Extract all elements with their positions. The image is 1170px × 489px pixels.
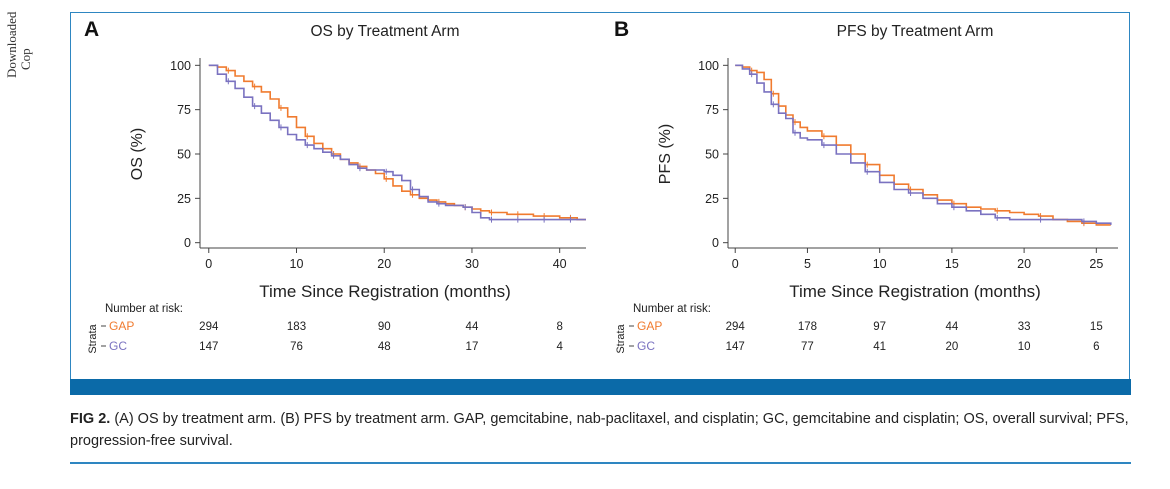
y-tick-label: 100 bbox=[698, 59, 719, 73]
bottom-rule bbox=[70, 462, 1131, 464]
y-tick-label: 75 bbox=[705, 103, 719, 117]
risk-row-name-gap: GAP bbox=[109, 319, 134, 333]
panel-label: A bbox=[84, 18, 99, 41]
risk-value: 97 bbox=[873, 321, 886, 333]
risk-table-strata-label: Strata bbox=[615, 323, 627, 353]
x-axis-label: Time Since Registration (months) bbox=[789, 282, 1041, 301]
risk-row-name-gc: GC bbox=[109, 339, 127, 353]
series-line-gap bbox=[208, 64, 586, 221]
risk-table-heading: Number at risk: bbox=[633, 303, 711, 315]
caption-text: (A) OS by treatment arm. (B) PFS by trea… bbox=[70, 411, 1129, 449]
risk-value: 77 bbox=[801, 341, 814, 353]
risk-value: 6 bbox=[1093, 341, 1099, 353]
risk-value: 178 bbox=[798, 321, 817, 333]
x-tick-label: 25 bbox=[1089, 257, 1103, 271]
risk-value: 44 bbox=[945, 321, 958, 333]
figure-frame bbox=[70, 12, 1130, 394]
x-tick-label: 0 bbox=[205, 257, 212, 271]
x-tick-label: 30 bbox=[465, 257, 479, 271]
x-tick-label: 10 bbox=[290, 257, 304, 271]
risk-value: 48 bbox=[378, 341, 391, 353]
risk-row-name-gc: GC bbox=[637, 339, 655, 353]
x-tick-label: 15 bbox=[945, 257, 959, 271]
risk-table-heading: Number at risk: bbox=[105, 303, 183, 315]
side-margin-text: Downloaded Cop bbox=[0, 0, 33, 80]
y-axis-label: OS (%) bbox=[129, 128, 146, 180]
y-tick-label: 0 bbox=[712, 236, 719, 250]
y-axis-label: PFS (%) bbox=[657, 124, 674, 184]
risk-table-strata-label: Strata bbox=[87, 323, 99, 353]
x-tick-label: 20 bbox=[1017, 257, 1031, 271]
risk-value: 44 bbox=[466, 321, 479, 333]
y-tick-label: 50 bbox=[705, 148, 719, 162]
risk-value: 294 bbox=[726, 321, 746, 333]
risk-value: 41 bbox=[873, 341, 886, 353]
side-text-cop: Cop bbox=[18, 48, 33, 70]
risk-value: 8 bbox=[556, 321, 562, 333]
risk-value: 17 bbox=[466, 341, 479, 353]
series-line-gap bbox=[735, 64, 1111, 226]
x-tick-label: 0 bbox=[732, 257, 739, 271]
y-tick-label: 25 bbox=[705, 192, 719, 206]
risk-value: 33 bbox=[1018, 321, 1031, 333]
risk-value: 10 bbox=[1018, 341, 1031, 353]
risk-value: 147 bbox=[726, 341, 745, 353]
risk-value: 294 bbox=[199, 321, 219, 333]
chart-title: PFS by Treatment Arm bbox=[837, 23, 994, 40]
series-line-gc bbox=[208, 64, 586, 221]
risk-value: 183 bbox=[287, 321, 306, 333]
series-line-gc bbox=[735, 64, 1112, 225]
x-tick-label: 40 bbox=[553, 257, 567, 271]
risk-value: 147 bbox=[199, 341, 218, 353]
y-tick-label: 0 bbox=[184, 236, 191, 250]
y-tick-label: 50 bbox=[177, 148, 191, 162]
caption-label: FIG 2. bbox=[70, 411, 111, 427]
risk-value: 76 bbox=[290, 341, 303, 353]
risk-row-name-gap: GAP bbox=[637, 319, 662, 333]
risk-value: 4 bbox=[556, 341, 563, 353]
y-tick-label: 75 bbox=[177, 103, 191, 117]
x-tick-label: 5 bbox=[804, 257, 811, 271]
figure-blue-band bbox=[70, 379, 1131, 395]
x-tick-label: 20 bbox=[377, 257, 391, 271]
x-tick-label: 10 bbox=[873, 257, 887, 271]
y-tick-label: 100 bbox=[170, 59, 191, 73]
figure-caption: FIG 2. (A) OS by treatment arm. (B) PFS … bbox=[70, 408, 1135, 452]
os-chart: A OS by Treatment Arm 0 25 50 75 100 0 10 20 30 40 O… bbox=[84, 18, 586, 354]
risk-value: 15 bbox=[1090, 321, 1103, 333]
risk-value: 90 bbox=[378, 321, 391, 333]
chart-title: OS by Treatment Arm bbox=[310, 23, 459, 40]
y-tick-label: 25 bbox=[177, 192, 191, 206]
x-axis-label: Time Since Registration (months) bbox=[259, 282, 511, 301]
pfs-chart: B PFS by Treatment Arm 0 25 50 75 100 0 5 10 15 20 2… bbox=[614, 18, 1118, 354]
panel-label: B bbox=[614, 18, 629, 41]
risk-value: 20 bbox=[945, 341, 958, 353]
